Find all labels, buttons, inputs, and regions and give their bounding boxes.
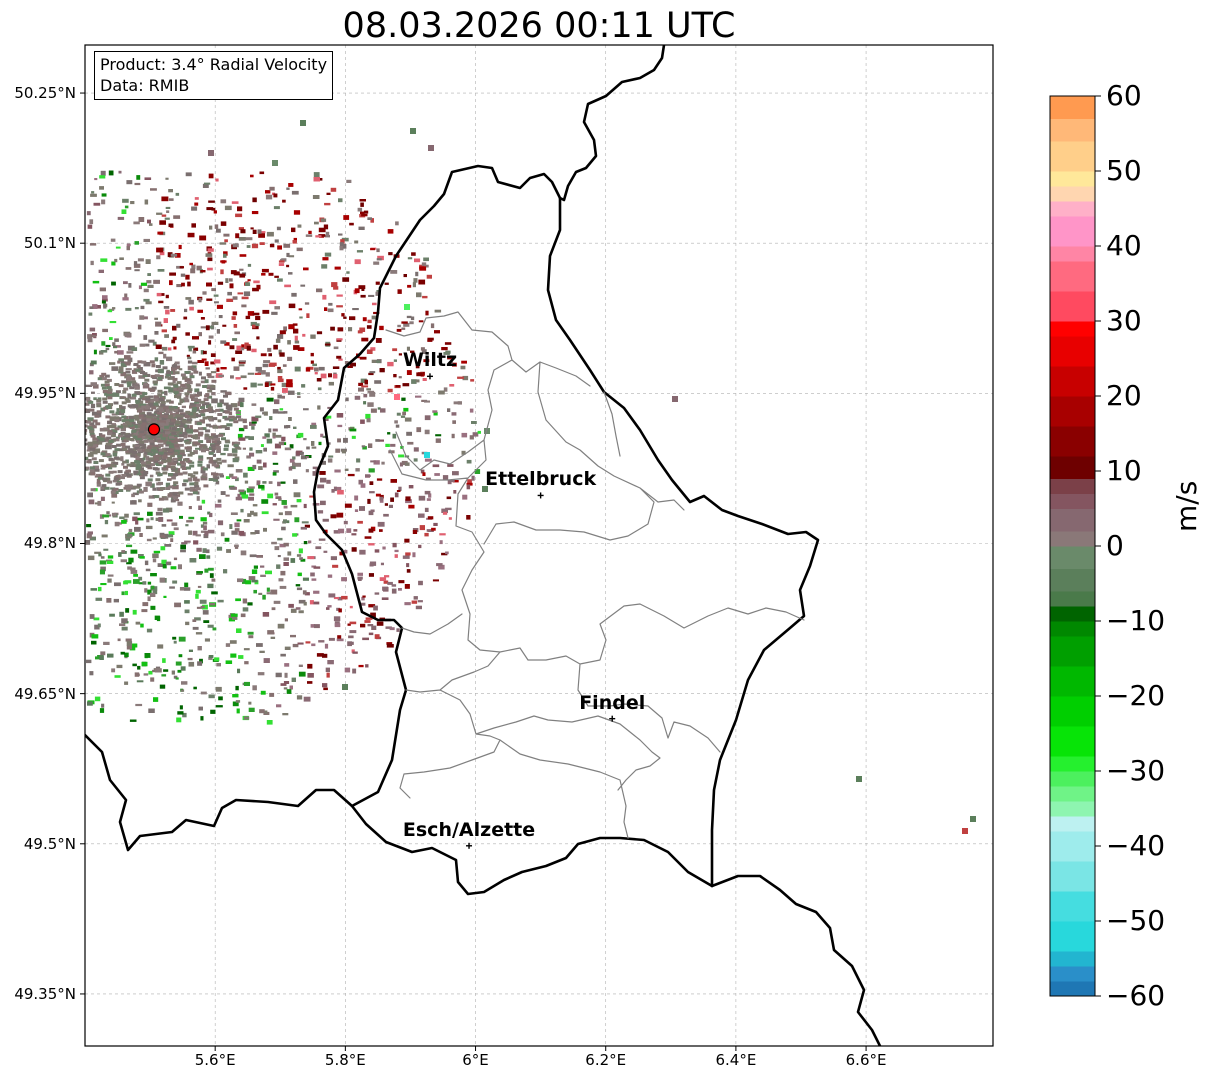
- colorbar-segment: [1050, 771, 1095, 787]
- colorbar-segment: [1050, 201, 1095, 217]
- colorbar-segment: [1050, 891, 1095, 922]
- y-tick-label: 49.95°N: [14, 384, 76, 403]
- colorbar-segment: [1050, 666, 1095, 697]
- colorbar-tick-label: 60: [1106, 79, 1142, 112]
- colorbar-segment: [1050, 726, 1095, 757]
- x-tick-label: 6°E: [462, 1051, 489, 1069]
- y-tick-label: 49.35°N: [14, 984, 76, 1003]
- colorbar-segment: [1050, 171, 1095, 187]
- y-tick-label: 50.25°N: [14, 84, 76, 103]
- colorbar-segment: [1050, 426, 1095, 457]
- colorbar-tick-label: −60: [1106, 979, 1166, 1012]
- y-tick-label: 49.65°N: [14, 684, 76, 703]
- canton-borders: [385, 311, 805, 839]
- colorbar-segment: [1050, 531, 1095, 547]
- colorbar-segment: [1050, 636, 1095, 667]
- colorbar-segment: [1050, 493, 1095, 509]
- city-label: Ettelbruck: [485, 468, 597, 491]
- colorbar-segment: [1050, 951, 1095, 967]
- colorbar-segment: [1050, 141, 1095, 172]
- colorbar-segment: [1050, 981, 1095, 997]
- colorbar-tick-label: 30: [1106, 304, 1142, 337]
- colorbar-tick-label: 40: [1106, 229, 1142, 262]
- colorbar-tick-label: −50: [1106, 904, 1166, 937]
- radar-site-dot[interactable]: [147, 423, 161, 436]
- colorbar: [1049, 95, 1101, 997]
- radar-site-marker[interactable]: [147, 423, 161, 436]
- x-tick-label: 6.2°E: [585, 1051, 627, 1069]
- map-gridlines: [85, 45, 993, 1046]
- colorbar-segment: [1050, 831, 1095, 862]
- colorbar-segment: [1050, 966, 1095, 982]
- colorbar-segment: [1050, 801, 1095, 817]
- colorbar-tick-label: −10: [1106, 604, 1166, 637]
- colorbar-unit-label: m/s: [1170, 480, 1203, 532]
- colorbar-tick-label: −40: [1106, 829, 1166, 862]
- axis-ticks: [80, 92, 867, 1051]
- colorbar-segment: [1050, 396, 1095, 427]
- plot-frame: [84, 44, 994, 1047]
- colorbar-segment: [1050, 568, 1095, 592]
- info-box: Product: 3.4° Radial Velocity Data: RMIB: [94, 51, 334, 100]
- colorbar-segment: [1050, 321, 1095, 337]
- colorbar-tick-label: −30: [1106, 754, 1166, 787]
- colorbar-segment: [1050, 456, 1095, 479]
- y-tick-label: 49.8°N: [23, 534, 76, 553]
- national-border-south-west: [85, 733, 354, 852]
- colorbar-segment: [1050, 591, 1095, 607]
- city-label: Esch/Alzette: [402, 818, 536, 841]
- radar-echoes: [85, 120, 976, 834]
- colorbar-segment: [1050, 816, 1095, 832]
- colorbar-tick-label: 10: [1106, 454, 1142, 487]
- national-border-south-east: [710, 874, 882, 1046]
- colorbar-segment: [1050, 478, 1095, 494]
- y-tick-label: 50.1°N: [23, 234, 76, 253]
- x-tick-label: 6.4°E: [715, 1051, 757, 1069]
- colorbar-segment: [1050, 366, 1095, 397]
- x-tick-label: 5.8°E: [324, 1051, 366, 1069]
- colorbar-segment: [1050, 756, 1095, 772]
- map-title: 08.03.2026 00:11 UTC: [342, 6, 736, 46]
- colorbar-tick-label: 0: [1106, 529, 1124, 562]
- colorbar-segment: [1050, 606, 1095, 622]
- borders: [85, 45, 882, 1046]
- colorbar-segment: [1050, 546, 1095, 569]
- colorbar-segment: [1050, 861, 1095, 892]
- colorbar-segment: [1050, 96, 1095, 119]
- city-label: Wiltz: [402, 349, 458, 372]
- colorbar-tick-label: −20: [1106, 679, 1166, 712]
- x-tick-label: 5.6°E: [194, 1051, 236, 1069]
- x-tick-label: 6.6°E: [845, 1051, 887, 1069]
- colorbar-segment: [1050, 336, 1095, 367]
- national-border-north-east: [558, 45, 666, 202]
- info-product: Product: 3.4° Radial Velocity: [100, 55, 328, 74]
- colorbar-segment: [1050, 696, 1095, 727]
- colorbar-segment: [1050, 621, 1095, 637]
- colorbar-tick-label: 50: [1106, 154, 1142, 187]
- colorbar-tick-label: 20: [1106, 379, 1142, 412]
- colorbar-segment: [1050, 118, 1095, 142]
- colorbar-segment: [1050, 186, 1095, 202]
- y-tick-label: 49.5°N: [23, 834, 76, 853]
- national-border-luxembourg: [312, 164, 820, 896]
- city-markers: [426, 373, 616, 849]
- colorbar-segment: [1050, 216, 1095, 247]
- colorbar-segment: [1050, 291, 1095, 322]
- colorbar-segment: [1050, 261, 1095, 292]
- info-data-source: Data: RMIB: [100, 76, 190, 95]
- colorbar-segment: [1050, 508, 1095, 532]
- colorbar-segment: [1050, 921, 1095, 952]
- city-label: Findel: [579, 691, 646, 714]
- colorbar-segment: [1050, 786, 1095, 802]
- colorbar-segment: [1050, 246, 1095, 262]
